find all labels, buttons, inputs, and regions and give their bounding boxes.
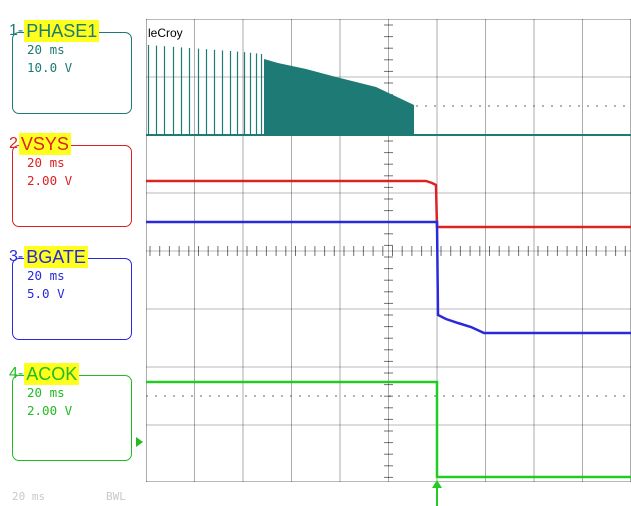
scope-screen[interactable] <box>146 19 631 482</box>
channel-4-name: ACOK <box>24 363 80 385</box>
channel-2-number: 2 <box>9 135 18 152</box>
trigger-position-marker[interactable] <box>432 480 442 506</box>
channel-4-label[interactable]: 4- ACOK 20 ms 2.00 V <box>9 363 132 461</box>
channel-3-number: 3- <box>9 248 24 265</box>
channel-4-timebase: 20 ms <box>27 385 65 400</box>
channel-2-tag: 2 VSYS <box>9 133 71 155</box>
channel-3-name: BGATE <box>24 246 88 268</box>
acok-trace <box>146 380 631 479</box>
footer-bwl: BWL <box>106 490 126 503</box>
channel-3-timebase: 20 ms <box>27 268 65 283</box>
channel-2-scale: 2.00 V <box>27 173 73 188</box>
channel-1-tag: 1- PHASE1 <box>9 20 100 42</box>
channel-4-scale: 2.00 V <box>27 403 73 418</box>
channel-3-label[interactable]: 3- BGATE 20 ms 5.0 V <box>9 246 132 340</box>
channel-2-label[interactable]: 2 VSYS 20 ms 2.00 V <box>9 133 132 227</box>
channel-1-label[interactable]: 1- PHASE1 20 ms 10.0 V <box>9 20 132 114</box>
channel-2-name: VSYS <box>18 133 71 155</box>
channel-1-name: PHASE1 <box>24 20 100 42</box>
footer-timebase: 20 ms <box>12 490 46 503</box>
vsys-trace <box>146 179 631 229</box>
lecroy-brand: leCroy <box>148 26 183 40</box>
grid-verticals <box>146 19 631 482</box>
channel-4-tag: 4- ACOK <box>9 363 80 385</box>
channel-4-ground-marker <box>136 437 143 447</box>
bgate-trace <box>146 220 631 335</box>
phase1-trace <box>146 45 631 136</box>
channel-3-tag: 3- BGATE <box>9 246 88 268</box>
channel-3-scale: 5.0 V <box>27 286 65 301</box>
channel-1-scale: 10.0 V <box>27 60 73 75</box>
channel-4-number: 4- <box>9 365 24 382</box>
channel-2-timebase: 20 ms <box>27 155 65 170</box>
channel-1-timebase: 20 ms <box>27 42 65 57</box>
channel-1-number: 1- <box>9 22 24 39</box>
